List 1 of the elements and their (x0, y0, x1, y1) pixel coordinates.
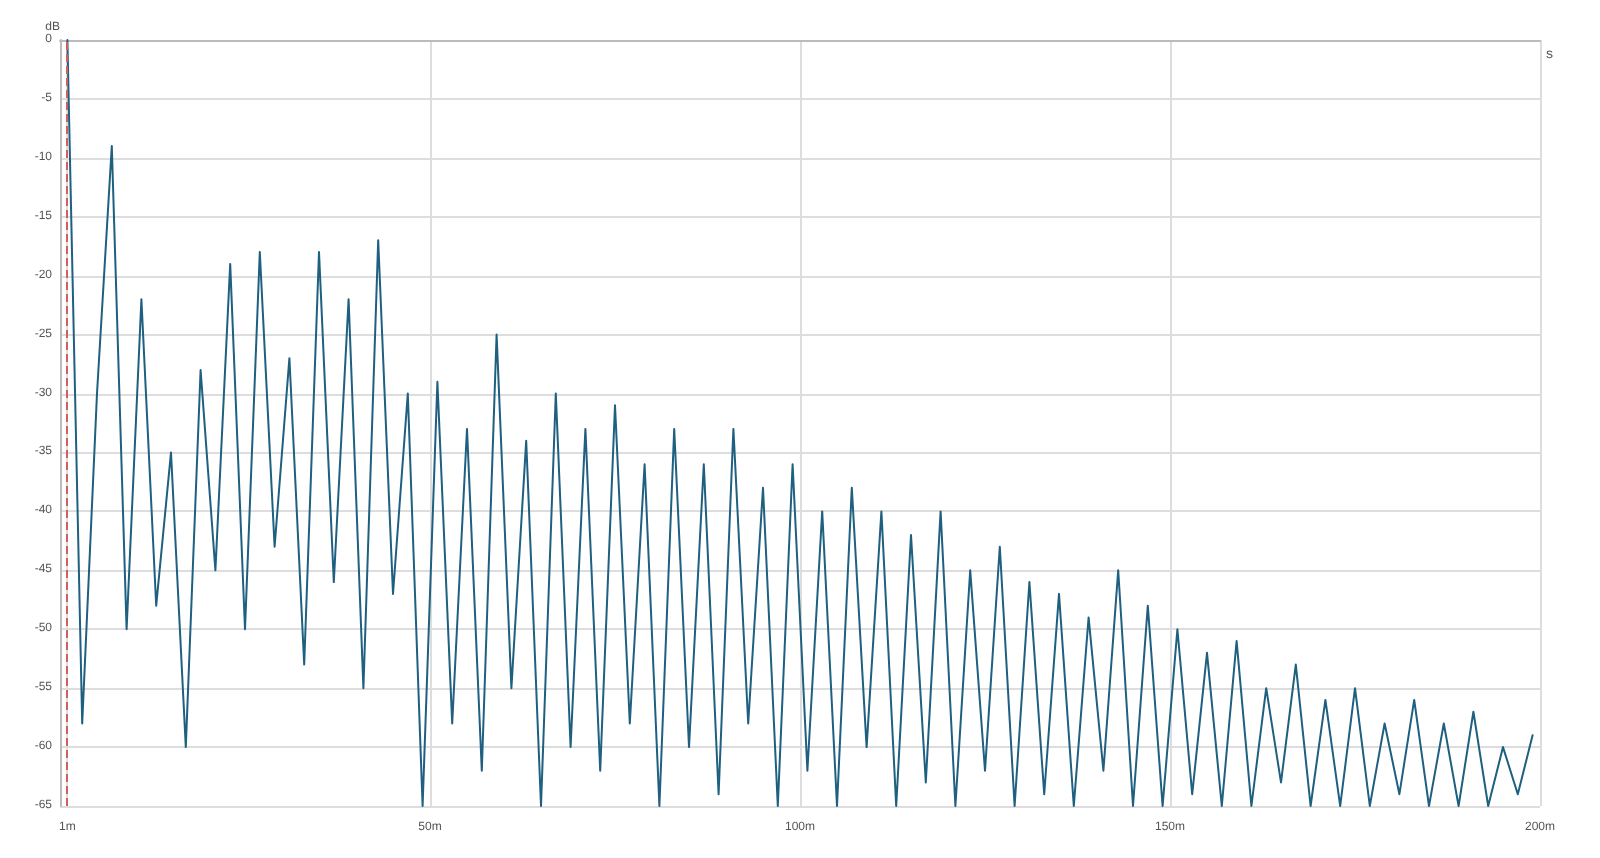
line-series (66, 39, 1534, 807)
